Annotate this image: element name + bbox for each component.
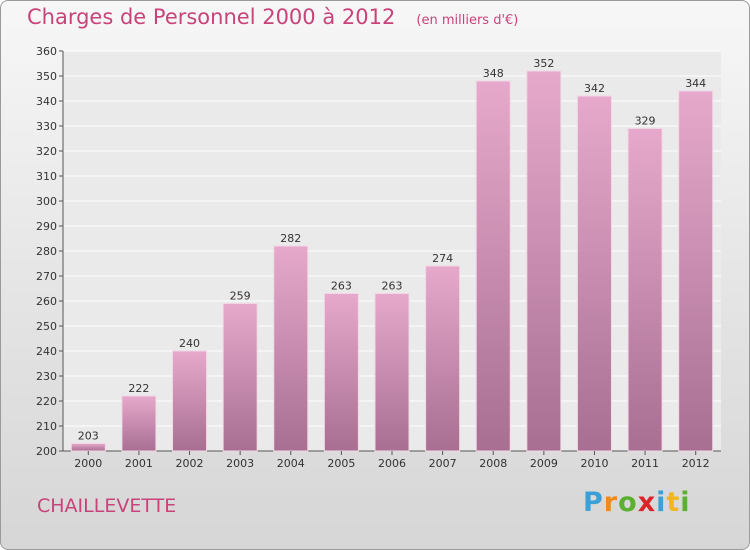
y-tick-label: 250 — [36, 320, 57, 333]
x-tick-label: 2006 — [378, 457, 406, 470]
bar-value-label: 348 — [483, 67, 504, 80]
bar — [172, 350, 208, 452]
bar-value-label: 329 — [635, 115, 656, 128]
y-tick-label: 350 — [36, 70, 57, 83]
y-tick-label: 220 — [36, 395, 57, 408]
y-tick-label: 310 — [36, 170, 57, 183]
y-tick-label: 230 — [36, 370, 57, 383]
x-tick-label: 2003 — [226, 457, 254, 470]
bar — [526, 70, 562, 452]
y-tick-label: 240 — [36, 345, 57, 358]
bar — [627, 128, 663, 452]
x-tick-label: 2005 — [327, 457, 355, 470]
title-row: Charges de Personnel 2000 à 2012 (en mil… — [27, 5, 518, 29]
y-tick-label: 210 — [36, 420, 57, 433]
x-tick-label: 2012 — [682, 457, 710, 470]
y-tick-label: 200 — [36, 445, 57, 458]
bar — [475, 80, 511, 452]
x-tick-label: 2004 — [277, 457, 305, 470]
chart-title: Charges de Personnel 2000 à 2012 — [27, 5, 396, 29]
bar — [121, 395, 157, 452]
bar-value-label: 222 — [128, 382, 149, 395]
x-tick-label: 2009 — [530, 457, 558, 470]
y-tick-label: 320 — [36, 145, 57, 158]
y-tick-label: 340 — [36, 95, 57, 108]
bar-value-label: 203 — [78, 430, 99, 443]
bar-value-label: 282 — [280, 232, 301, 245]
bar-value-label: 263 — [331, 280, 352, 293]
y-tick-label: 360 — [36, 45, 57, 58]
bar — [374, 293, 410, 452]
bar — [425, 265, 461, 452]
x-tick-label: 2008 — [479, 457, 507, 470]
bar-value-label: 352 — [533, 57, 554, 70]
bar — [273, 245, 309, 452]
bar-value-label: 259 — [230, 290, 251, 303]
y-tick-label: 300 — [36, 195, 57, 208]
x-tick-label: 2002 — [176, 457, 204, 470]
bar-value-label: 240 — [179, 337, 200, 350]
bar-value-label: 344 — [685, 77, 706, 90]
bar — [576, 95, 612, 452]
y-tick-label: 280 — [36, 245, 57, 258]
x-tick-label: 2001 — [125, 457, 153, 470]
proxiti-logo: Proxiti — [583, 487, 691, 518]
bar — [323, 293, 359, 452]
chart-subtitle: (en milliers d'€) — [416, 13, 519, 28]
x-tick-label: 2000 — [74, 457, 102, 470]
y-tick-label: 330 — [36, 120, 57, 133]
y-tick-label: 270 — [36, 270, 57, 283]
commune-name: CHAILLEVETTE — [37, 495, 177, 517]
x-tick-label: 2010 — [580, 457, 608, 470]
bar — [678, 90, 714, 452]
x-tick-label: 2011 — [631, 457, 659, 470]
bar-value-label: 342 — [584, 82, 605, 95]
bar-value-label: 263 — [382, 280, 403, 293]
y-tick-label: 290 — [36, 220, 57, 233]
bar-value-label: 274 — [432, 252, 453, 265]
x-tick-label: 2007 — [429, 457, 457, 470]
y-tick-label: 260 — [36, 295, 57, 308]
bar — [222, 303, 258, 452]
bar — [70, 443, 106, 452]
